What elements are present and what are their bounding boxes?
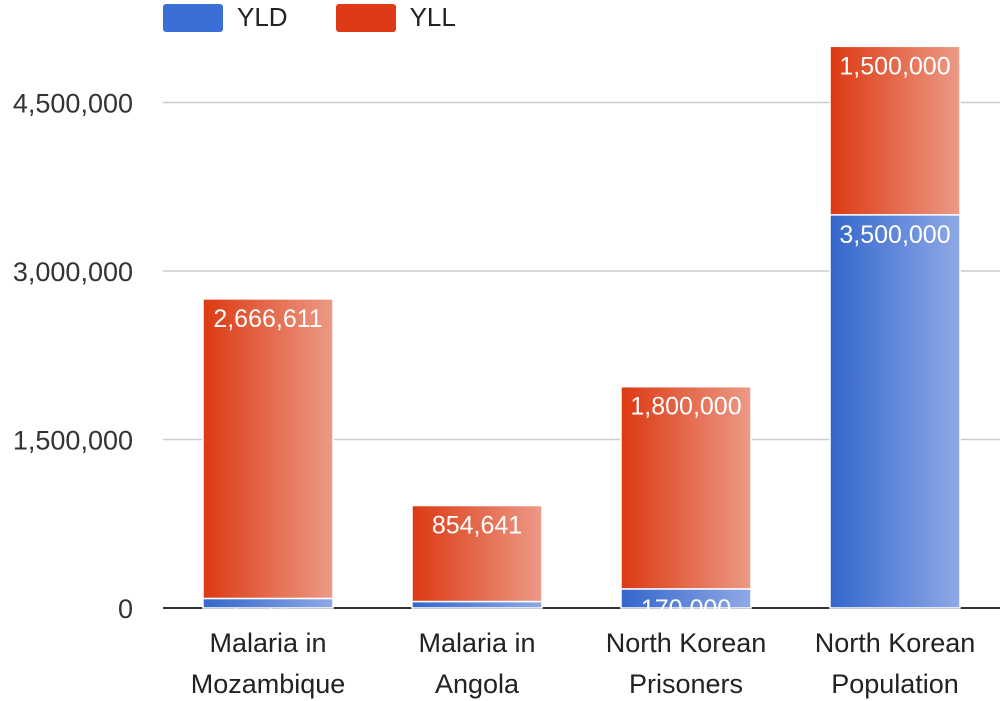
data-label-yll: 1,800,000	[630, 393, 741, 421]
bar-yll	[411, 504, 543, 603]
bar-yll	[202, 298, 334, 600]
x-tick-label: Malaria in Angola	[418, 628, 535, 699]
x-axis-labels: Malaria in Mozambique Malaria in Angola Nort…	[191, 628, 976, 699]
y-tick-label: 3,000,000	[13, 257, 133, 287]
data-label-yld: 170,000	[641, 595, 731, 623]
x-tick-label: Malaria in Mozambique	[191, 628, 346, 699]
legend: YLD YLL	[163, 2, 504, 33]
data-label-yll: 1,500,000	[839, 52, 950, 80]
y-tick-label: 0	[118, 594, 133, 624]
data-label-yld: 57,715	[439, 608, 515, 636]
bar-yll	[620, 385, 752, 590]
data-label-yll: 2,666,611	[213, 305, 322, 333]
legend-label-yll: YLL	[409, 2, 456, 32]
legend-label-yld: YLD	[237, 2, 288, 32]
data-label-yll: 854,641	[432, 512, 522, 540]
x-tick-label: North Korean Prisoners	[606, 628, 767, 699]
legend-swatch-yld	[163, 3, 223, 32]
bar-yll	[829, 45, 961, 216]
x-tick-label: North Korean Population	[815, 628, 976, 699]
bar-yld	[829, 214, 961, 609]
legend-item-yld: YLD	[163, 2, 288, 33]
legend-swatch-yll	[335, 3, 396, 32]
legend-item-yll: YLL	[335, 2, 456, 33]
bars: 85,021 2,666,611 57,715 854,641 170,000 1,800…	[202, 45, 961, 636]
data-label-yld: 3,500,000	[839, 221, 950, 249]
y-tick-label: 4,500,000	[13, 89, 133, 119]
y-axis-ticks: 0 1,500,000 3,000,000 4,500,000	[13, 89, 133, 625]
data-label-yld: 85,021	[230, 604, 306, 632]
y-tick-label: 1,500,000	[13, 426, 133, 456]
